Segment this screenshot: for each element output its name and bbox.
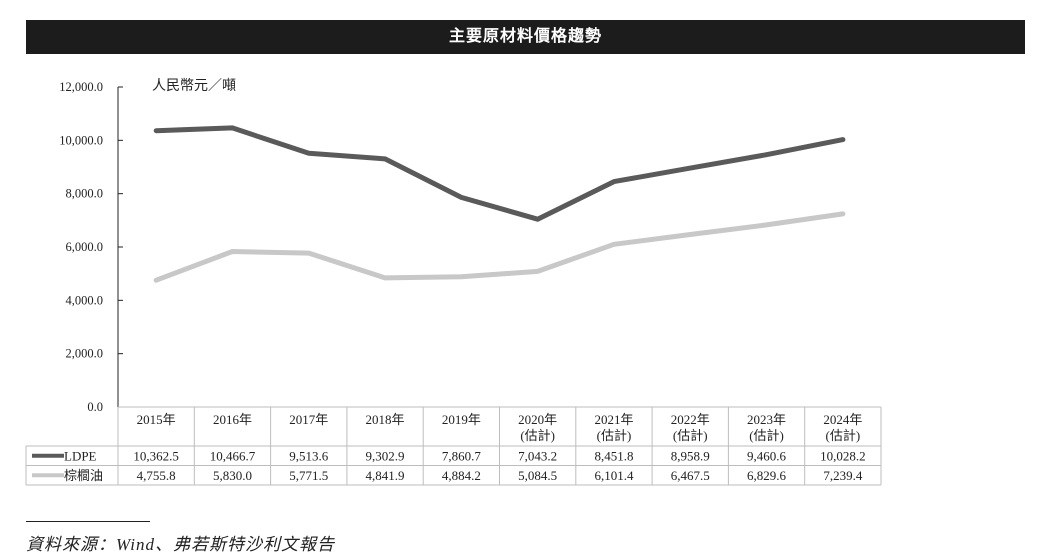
table-value-cell: 4,841.9 [366, 468, 405, 483]
table-value-cell: 6,101.4 [594, 468, 634, 483]
x-category-label: 2019年 [442, 412, 481, 427]
x-category-label: 2024年 [823, 412, 862, 427]
x-category-label: 2021年 [594, 412, 633, 427]
x-category-label: 2022年 [671, 412, 710, 427]
table-value-cell: 9,460.6 [747, 448, 787, 463]
table-value-cell: 9,513.6 [289, 448, 329, 463]
y-tick-label: 12,000.0 [59, 80, 103, 94]
table-value-cell: 7,860.7 [442, 448, 482, 463]
x-category-sublabel: (估計) [520, 428, 555, 443]
table-value-cell: 5,830.0 [213, 468, 252, 483]
y-tick-label: 4,000.0 [66, 293, 104, 307]
table-value-cell: 6,829.6 [747, 468, 787, 483]
x-category-sublabel: (估計) [673, 428, 708, 443]
source-divider [26, 521, 150, 522]
y-tick-label: 8,000.0 [66, 187, 104, 201]
x-category-label: 2020年 [518, 412, 557, 427]
table-value-cell: 5,771.5 [289, 468, 328, 483]
legend-label: LDPE [64, 448, 97, 463]
table-value-cell: 10,466.7 [210, 448, 256, 463]
y-tick-label: 2,000.0 [66, 347, 104, 361]
x-category-label: 2023年 [747, 412, 786, 427]
table-value-cell: 7,043.2 [518, 448, 557, 463]
line-chart: 0.0 2,000.0 4,000.0 6,000.0 8,000.0 10,000.0 1… [25, 78, 882, 486]
x-category-label: 2017年 [289, 412, 328, 427]
x-category-label: 2018年 [366, 412, 405, 427]
table-value-cell: 10,028.2 [820, 448, 866, 463]
source-note: 資料來源：Wind、弗若斯特沙利文報告 [26, 535, 335, 554]
legend-label: 棕櫚油 [64, 468, 103, 483]
y-tick-label: 6,000.0 [66, 240, 104, 254]
y-tick-label: 10,000.0 [59, 133, 103, 147]
y-tick-label: 0.0 [87, 400, 103, 414]
table-value-cell: 9,302.9 [366, 448, 405, 463]
x-category-sublabel: (估計) [597, 428, 632, 443]
x-category-sublabel: (估計) [749, 428, 784, 443]
series-line-palm-oil [153, 211, 846, 283]
series-line-ldpe [153, 125, 846, 222]
table-value-cell: 5,084.5 [518, 468, 557, 483]
table-value-cell: 8,451.8 [594, 448, 633, 463]
unit-label: 人民幣元／噸 [152, 78, 236, 94]
table-value-cell: 10,362.5 [133, 448, 179, 463]
table-value-cell: 4,755.8 [137, 468, 176, 483]
table-value-cell: 8,958.9 [671, 448, 710, 463]
x-category-sublabel: (估計) [826, 428, 861, 443]
x-category-label: 2015年 [137, 412, 176, 427]
table-value-cell: 4,884.2 [442, 468, 481, 483]
table-value-cell: 7,239.4 [823, 468, 863, 483]
x-category-label: 2016年 [213, 412, 252, 427]
chart-title: 主要原材料價格趨勢 [26, 20, 1025, 54]
table-value-cell: 6,467.5 [671, 468, 710, 483]
